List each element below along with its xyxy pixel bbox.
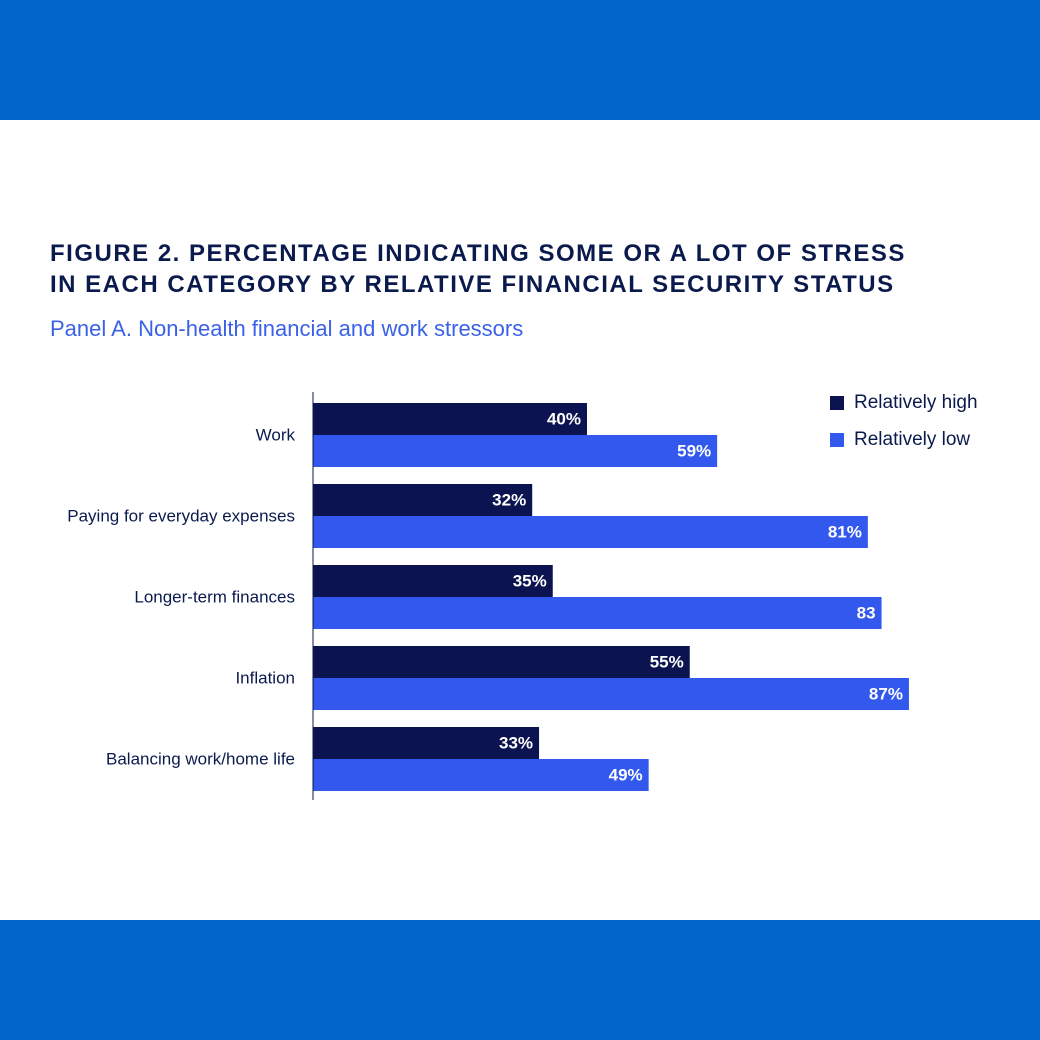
- category-label-longer-term-finances: Longer-term finances: [134, 587, 295, 606]
- chart-legend: Relatively high Relatively low: [830, 390, 978, 464]
- data-label-relatively-low-paying-for-everyday-expenses: 81%: [828, 522, 862, 541]
- bottom-banner: [0, 920, 1040, 1040]
- bar-relatively-low-inflation: [313, 678, 909, 710]
- figure-title: FIGURE 2. PERCENTAGE INDICATING SOME OR …: [50, 238, 1010, 300]
- category-label-work: Work: [256, 425, 296, 444]
- figure-subtitle: Panel A. Non-health financial and work s…: [50, 316, 524, 341]
- bar-relatively-low-work: [313, 435, 718, 467]
- data-label-relatively-high-paying-for-everyday-expenses: 32%: [492, 490, 526, 509]
- bar-relatively-low-paying-for-everyday-expenses: [313, 516, 868, 548]
- top-banner: [0, 0, 1040, 120]
- legend-item-relatively-low: Relatively low: [830, 427, 978, 453]
- category-label-paying-for-everyday-expenses: Paying for everyday expenses: [67, 506, 295, 525]
- data-label-relatively-high-inflation: 55%: [650, 652, 684, 671]
- data-label-relatively-high-work: 40%: [547, 409, 581, 428]
- category-label-balancing-work-home-life: Balancing work/home life: [106, 749, 295, 768]
- bar-relatively-high-inflation: [313, 646, 690, 678]
- legend-item-relatively-high: Relatively high: [830, 390, 978, 416]
- legend-swatch-relatively-low: [830, 433, 844, 447]
- bar-relatively-high-work: [313, 403, 587, 435]
- data-label-relatively-low-inflation: 87%: [869, 684, 903, 703]
- bar-relatively-high-balancing-work-home-life: [313, 727, 540, 759]
- data-label-relatively-low-longer-term-finances: 83: [857, 603, 876, 622]
- data-label-relatively-high-balancing-work-home-life: 33%: [499, 733, 533, 752]
- bar-chart: Work 40% 59% Paying for everyday expenses 32…: [67, 392, 909, 800]
- legend-label-relatively-high: Relatively high: [854, 392, 978, 413]
- bar-relatively-high-paying-for-everyday-expenses: [313, 484, 533, 516]
- data-label-relatively-low-work: 59%: [677, 441, 711, 460]
- figure-title-line-1: FIGURE 2. PERCENTAGE INDICATING SOME OR …: [50, 240, 906, 267]
- data-label-relatively-high-longer-term-finances: 35%: [513, 571, 547, 590]
- legend-label-relatively-low: Relatively low: [854, 429, 971, 450]
- figure-title-line-2: IN EACH CATEGORY BY RELATIVE FINANCIAL S…: [50, 271, 895, 298]
- legend-swatch-relatively-high: [830, 396, 844, 410]
- category-label-inflation: Inflation: [235, 668, 295, 687]
- bar-relatively-low-balancing-work-home-life: [313, 759, 649, 791]
- bar-relatively-high-longer-term-finances: [313, 565, 553, 597]
- bar-relatively-low-longer-term-finances: [313, 597, 882, 629]
- data-label-relatively-low-balancing-work-home-life: 49%: [609, 765, 643, 784]
